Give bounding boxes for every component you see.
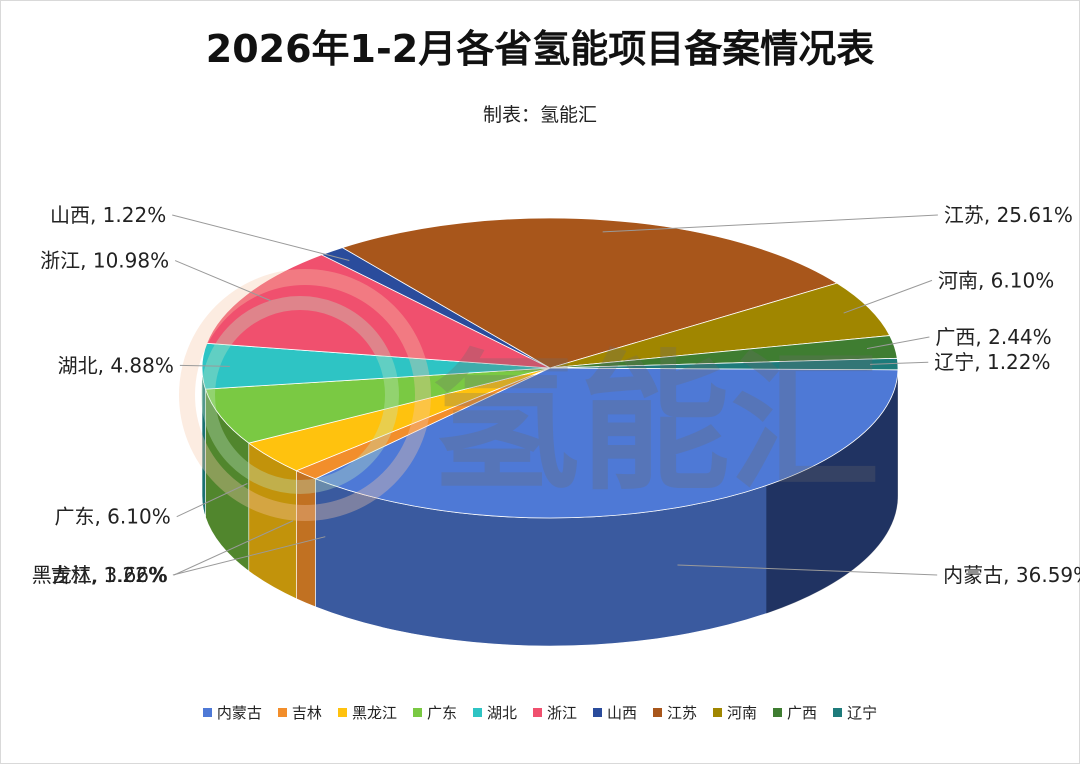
legend-swatch [202,708,212,717]
legend-swatch [653,708,663,717]
legend-item-黑龙江: 黑龙江 [337,702,397,723]
leader-line-广西 [866,336,930,350]
data-label-浙江: 浙江, 10.98% [40,249,169,273]
data-label-山西: 山西, 1.22% [50,203,166,227]
legend-swatch [472,708,482,717]
legend-label: 山西 [607,704,638,722]
legend-item-山西: 山西 [593,702,637,723]
data-label-吉林: 吉林, 1.22% [51,563,167,587]
data-label-江苏: 江苏, 25.61% [944,203,1073,227]
data-label-湖北: 湖北, 4.88% [58,353,174,377]
legend-swatch [773,708,783,717]
data-label-黑龙江: 黑龙江, 3.66% [32,563,168,587]
legend-label: 广西 [787,704,818,722]
data-label-广西: 广西, 2.44% [935,325,1051,349]
legend-swatch [412,708,422,717]
leader-line-广东 [176,483,248,518]
legend-label: 内蒙古 [216,704,262,722]
legend-label: 吉林 [291,704,322,722]
leader-line-湖北 [179,364,230,367]
legend-label: 江苏 [667,704,698,722]
leader-line-辽宁 [870,361,929,365]
pie-slice-辽宁 [549,357,899,371]
legend-swatch [277,708,287,717]
legend-item-河南: 河南 [713,702,757,723]
legend-item-辽宁: 辽宁 [833,702,877,723]
leader-line-江苏 [602,214,938,233]
pie-slice-内蒙古 [314,367,899,519]
pie-edge-shading [766,368,899,614]
chart-title: 2026年1-2月各省氢能项目备案情况表 [205,27,875,71]
leader-line-黑龙江 [173,520,294,576]
legend-item-广东: 广东 [412,702,457,723]
chart-subtitle: 制表：氢能汇 [482,104,597,126]
legend-label: 河南 [727,704,758,722]
pie-slice-广东 [204,367,551,444]
legend-swatch [337,708,347,717]
legend-label: 湖北 [486,704,517,722]
data-label-河南: 河南, 6.10% [938,268,1054,292]
data-label-广东: 广东, 6.10% [54,505,170,529]
legend-label: 辽宁 [847,704,878,722]
legend-item-内蒙古: 内蒙古 [202,702,262,723]
legend-swatch [713,708,723,717]
legend-swatch [532,708,542,717]
leader-line-内蒙古 [677,564,938,576]
legend-item-江苏: 江苏 [653,702,697,723]
legend: 内蒙古 吉林 黑龙江 广东 湖北 浙江 山西 江苏 河南 广西 辽宁 [0,702,1080,723]
legend-item-湖北: 湖北 [472,702,517,723]
legend-item-广西: 广西 [773,702,817,723]
watermark: 氢能汇 [179,269,880,521]
data-label-内蒙古: 内蒙古, 36.59% [943,563,1080,587]
leader-line-浙江 [174,260,271,302]
pie-slice-浙江 [206,254,551,369]
data-label-辽宁: 辽宁, 1.22% [934,350,1050,374]
legend-item-浙江: 浙江 [532,702,577,723]
legend-label: 黑龙江 [351,704,397,722]
legend-label: 广东 [426,704,457,722]
leader-line-吉林 [172,536,326,576]
pie-slice-江苏 [341,217,838,369]
legend-swatch [593,708,602,717]
leader-line-山西 [172,214,350,261]
watermark-text: 氢能汇 [430,337,880,511]
legend-swatch [833,708,843,717]
legend-item-吉林: 吉林 [277,702,322,723]
leader-line-河南 [843,279,933,314]
legend-label: 浙江 [546,704,577,722]
pie-slice-河南 [549,282,891,369]
